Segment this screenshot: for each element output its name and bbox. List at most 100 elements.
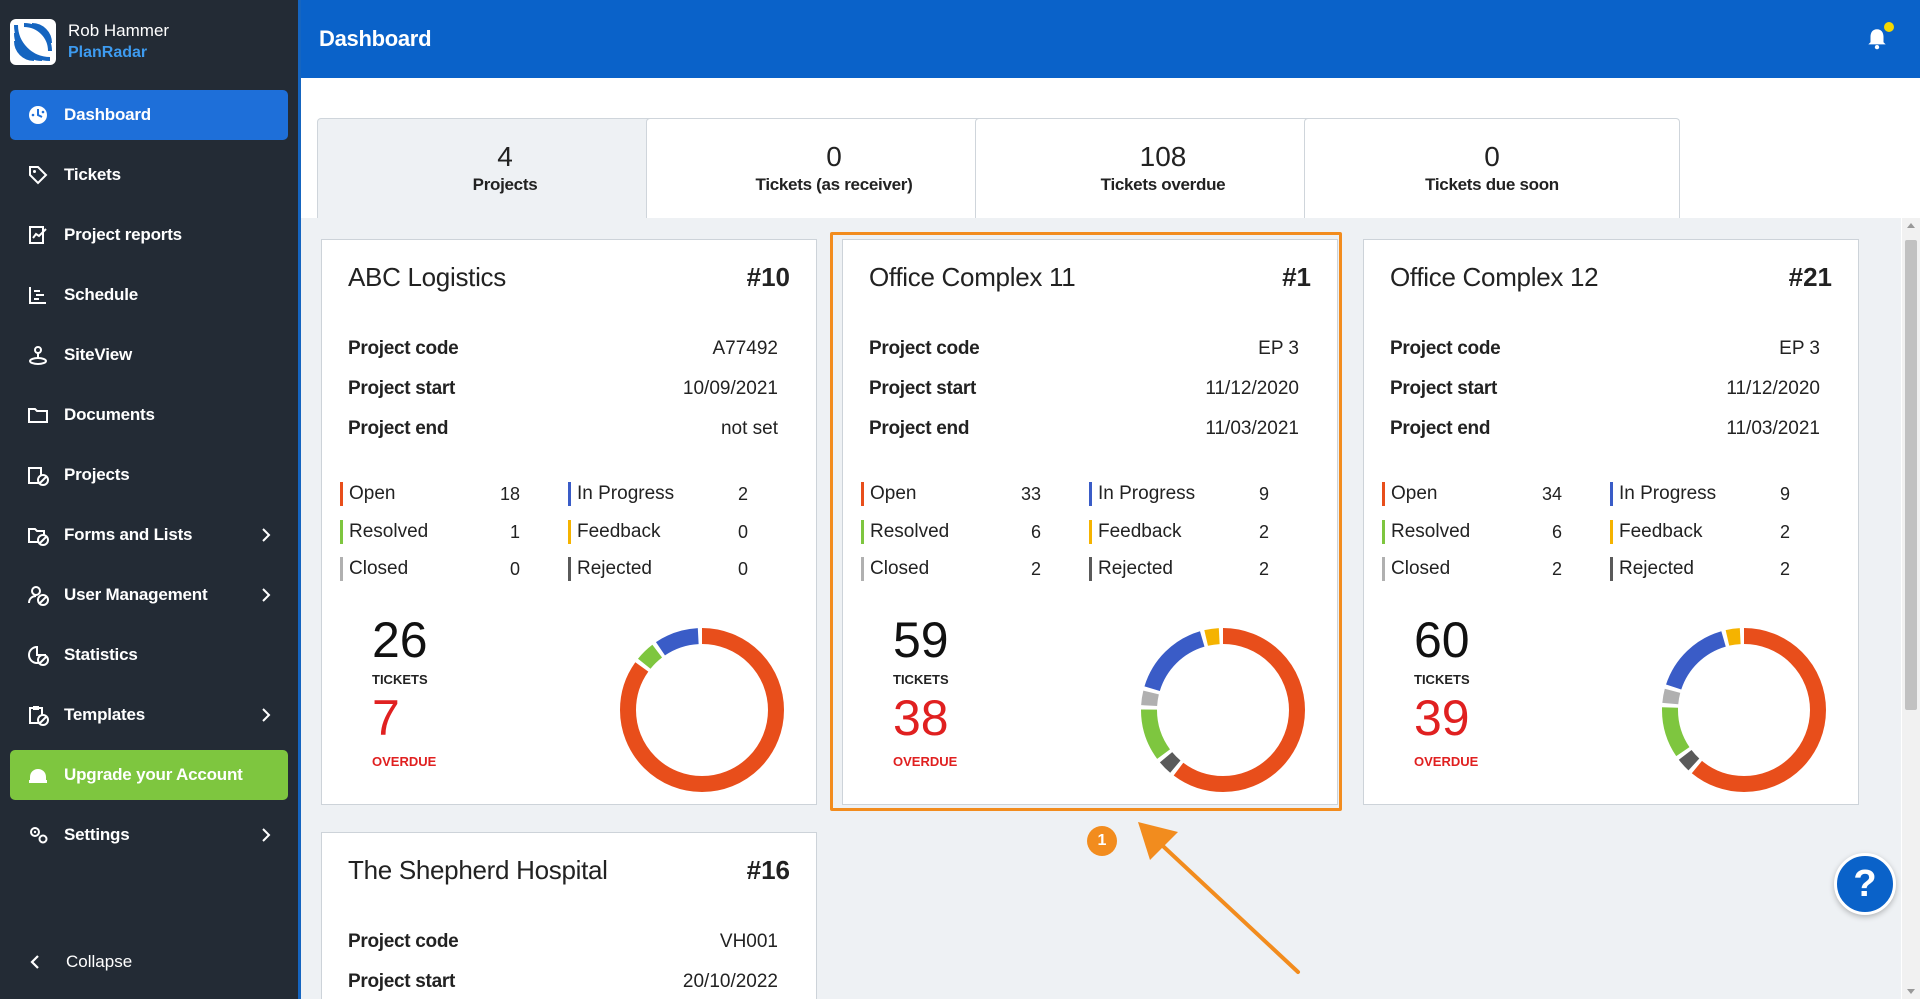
- scroll-thumb[interactable]: [1905, 240, 1917, 710]
- sidebar-item-tickets[interactable]: Tickets: [10, 150, 288, 200]
- sidebar-item-schedule[interactable]: Schedule: [10, 270, 288, 320]
- status-resolved[interactable]: Resolved 6: [861, 518, 1041, 546]
- status-feedback[interactable]: Feedback 2: [1089, 518, 1269, 546]
- sidebar-item-user-management[interactable]: User Management: [10, 570, 288, 620]
- project-code-row: Project code VH001: [348, 931, 778, 953]
- status-resolved[interactable]: Resolved 1: [340, 518, 520, 546]
- project-card[interactable]: The Shepherd Hospital #16 Project code VH00…: [321, 832, 817, 999]
- status-feedback[interactable]: Feedback 0: [568, 518, 748, 546]
- sidebar-item-label: User Management: [64, 585, 208, 604]
- sidebar-item-label: SiteView: [64, 345, 133, 364]
- status-count: 2: [737, 483, 748, 504]
- sidebar-item-label: Upgrade your Account: [64, 765, 243, 784]
- donut-segment-open: [1141, 628, 1305, 792]
- sidebar-item-projects[interactable]: Projects: [10, 450, 288, 500]
- status-closed[interactable]: Closed 2: [861, 555, 1041, 583]
- status-count: 2: [1779, 558, 1790, 579]
- brand[interactable]: Rob Hammer PlanRadar: [10, 12, 169, 72]
- sidebar-item-label: Schedule: [64, 285, 138, 304]
- status-count: 6: [1030, 521, 1041, 542]
- status-resolved[interactable]: Resolved 6: [1382, 518, 1562, 546]
- projects-icon: [26, 463, 50, 487]
- status-count: 6: [1551, 521, 1562, 542]
- project-number: #10: [746, 262, 790, 292]
- status-count: 33: [1020, 483, 1041, 504]
- status-count: 2: [1258, 521, 1269, 542]
- status-rejected[interactable]: Rejected 0: [568, 555, 748, 583]
- project-code-row: Project code EP 3: [869, 338, 1299, 360]
- status-in-progress[interactable]: In Progress 9: [1610, 480, 1790, 508]
- sidebar-item-label: Projects: [64, 465, 130, 484]
- status-donut-chart: [1141, 628, 1305, 792]
- overdue-count: 7: [372, 690, 400, 746]
- tab-projects[interactable]: 4 Projects: [317, 118, 693, 218]
- project-start-value: 20/10/2022: [682, 971, 778, 992]
- status-rejected[interactable]: Rejected 2: [1610, 555, 1790, 583]
- status-count: 0: [737, 558, 748, 579]
- donut-segment-open: [1662, 628, 1826, 792]
- project-start-row: Project start 10/09/2021: [348, 378, 778, 400]
- stat-label: Projects: [472, 175, 538, 194]
- collapse-button[interactable]: Collapse: [26, 952, 132, 972]
- status-label: Rejected: [1089, 557, 1173, 581]
- status-label: Closed: [861, 557, 929, 581]
- project-end-value: 11/03/2021: [1205, 418, 1299, 439]
- settings-icon: [26, 823, 50, 847]
- sidebar-item-dashboard[interactable]: Dashboard: [10, 90, 288, 140]
- project-start-value: 10/09/2021: [682, 378, 778, 399]
- status-donut-chart: [620, 628, 784, 792]
- overdue-label: OVERDUE: [893, 754, 958, 769]
- templates-icon: [26, 703, 50, 727]
- tab-tickets-overdue[interactable]: 108 Tickets overdue: [975, 118, 1351, 218]
- sidebar-item-upgrade-your-account[interactable]: Upgrade your Account: [10, 750, 288, 800]
- report-icon: [26, 223, 50, 247]
- sidebar-item-settings[interactable]: Settings: [10, 810, 288, 860]
- tab-tickets-as-receiver[interactable]: 0 Tickets (as receiver): [646, 118, 1022, 218]
- sidebar-item-siteview[interactable]: SiteView: [10, 330, 288, 380]
- tickets-total: 59: [893, 612, 949, 668]
- top-header: Dashboard: [301, 0, 1920, 78]
- sidebar-item-statistics[interactable]: Statistics: [10, 630, 288, 680]
- tickets-label: TICKETS: [372, 672, 428, 687]
- status-label: Resolved: [340, 520, 428, 544]
- bell-icon[interactable]: [1864, 26, 1890, 52]
- project-end-label: Project end: [869, 418, 970, 439]
- stat-value: 0: [826, 141, 842, 172]
- project-card[interactable]: Office Complex 11 #1 Project code EP 3 Proje…: [842, 239, 1338, 805]
- overdue-count: 38: [893, 690, 949, 746]
- overdue-label: OVERDUE: [1414, 754, 1479, 769]
- status-open[interactable]: Open 33: [861, 480, 1041, 508]
- project-end-row: Project end not set: [348, 418, 778, 440]
- scroll-down-arrow-icon[interactable]: [1907, 989, 1915, 994]
- status-open[interactable]: Open 18: [340, 480, 520, 508]
- tab-tickets-due-soon[interactable]: 0 Tickets due soon: [1304, 118, 1680, 218]
- sidebar-item-forms-and-lists[interactable]: Forms and Lists: [10, 510, 288, 560]
- status-count: 9: [1779, 483, 1790, 504]
- status-closed[interactable]: Closed 2: [1382, 555, 1562, 583]
- chevron-right-icon: [262, 528, 271, 542]
- project-card[interactable]: Office Complex 12 #21 Project code EP 3 Proj…: [1363, 239, 1859, 805]
- project-card[interactable]: ABC Logistics #10 Project code A77492 Projec…: [321, 239, 817, 805]
- sidebar-item-project-reports[interactable]: Project reports: [10, 210, 288, 260]
- sidebar-item-label: Settings: [64, 825, 130, 844]
- sidebar-item-label: Tickets: [64, 165, 121, 184]
- stat-value: 108: [1139, 141, 1187, 172]
- status-open[interactable]: Open 34: [1382, 480, 1562, 508]
- scroll-up-arrow-icon[interactable]: [1907, 223, 1915, 228]
- vertical-scrollbar[interactable]: [1902, 218, 1920, 999]
- tickets-label: TICKETS: [893, 672, 949, 687]
- status-in-progress[interactable]: In Progress 2: [568, 480, 748, 508]
- project-name: Office Complex 12: [1390, 262, 1599, 292]
- status-rejected[interactable]: Rejected 2: [1089, 555, 1269, 583]
- status-count: 2: [1779, 521, 1790, 542]
- status-in-progress[interactable]: In Progress 9: [1089, 480, 1269, 508]
- overdue-label: OVERDUE: [372, 754, 437, 769]
- sidebar-item-templates[interactable]: Templates: [10, 690, 288, 740]
- status-closed[interactable]: Closed 0: [340, 555, 520, 583]
- help-button[interactable]: ?: [1834, 853, 1896, 915]
- status-feedback[interactable]: Feedback 2: [1610, 518, 1790, 546]
- project-code-value: VH001: [719, 931, 778, 952]
- sidebar-item-documents[interactable]: Documents: [10, 390, 288, 440]
- stat-label: Tickets overdue: [1100, 175, 1226, 194]
- overdue-count: 39: [1414, 690, 1470, 746]
